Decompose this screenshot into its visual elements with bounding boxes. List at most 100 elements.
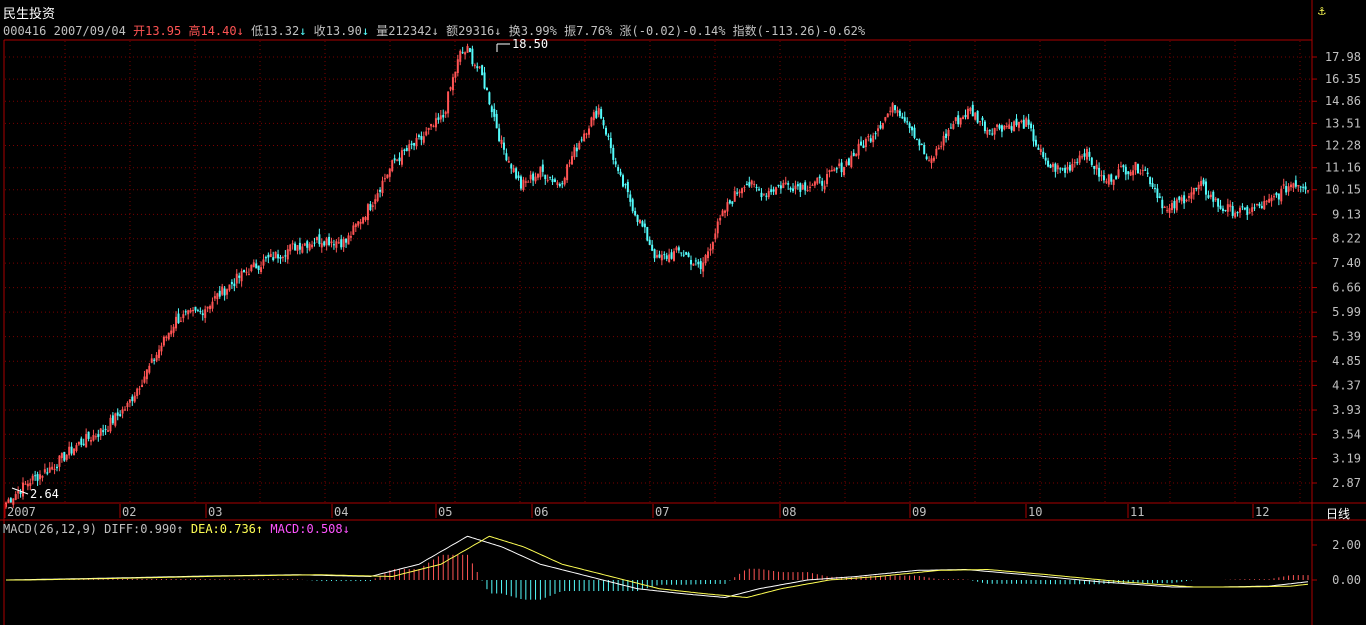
candle-body (1141, 170, 1144, 172)
candle-body (736, 192, 739, 194)
candle-body (898, 110, 901, 117)
candle-body (583, 133, 586, 142)
candle-body (561, 183, 564, 185)
month-label: 08 (782, 505, 796, 519)
candle-body (1025, 118, 1028, 127)
candle-body (1064, 167, 1067, 173)
candle-body (1049, 164, 1052, 168)
candle-body (255, 263, 258, 269)
candle-body (111, 415, 114, 424)
candle-body (962, 116, 965, 120)
candle-body (87, 431, 90, 439)
candle-body (1156, 188, 1159, 198)
candle-body (354, 224, 357, 228)
month-label: 12 (1255, 505, 1269, 519)
candle-body (1073, 162, 1076, 164)
candle-body (1039, 149, 1042, 153)
candle-body (1158, 196, 1161, 198)
candle-body (427, 127, 430, 130)
candle-body (833, 169, 836, 172)
price-tick-label: 13.51 (1325, 116, 1361, 130)
candle-body (590, 117, 593, 127)
candle-body (311, 244, 314, 248)
candle-body (704, 255, 707, 264)
candle-body (619, 171, 622, 176)
candle-body (711, 242, 714, 250)
candle-body (9, 498, 12, 503)
price-tick-label: 5.39 (1332, 330, 1361, 344)
price-tick-label: 4.85 (1332, 354, 1361, 368)
candle-body (342, 238, 345, 248)
candle-body (981, 117, 984, 121)
candle-body (12, 498, 15, 505)
macd-title: MACD(26,12,9) (3, 522, 97, 536)
candle-body (58, 455, 61, 467)
price-tick-label: 16.35 (1325, 72, 1361, 86)
candle-body (396, 159, 399, 161)
candle-body (862, 145, 865, 148)
open-label: 开 (133, 24, 146, 38)
candle-body (777, 184, 780, 186)
candle-body (976, 110, 979, 123)
candle-body (464, 52, 467, 55)
amount-value: 29316 (458, 24, 495, 38)
candle-body (959, 117, 962, 125)
candle-body (221, 286, 224, 295)
candle-body (211, 301, 214, 309)
close-value: 13.90 (325, 24, 362, 38)
candle-body (765, 195, 768, 197)
candle-body (500, 139, 503, 145)
candle-body (92, 435, 95, 441)
candle-body (587, 128, 590, 135)
period-label[interactable]: 日线 (1326, 507, 1351, 521)
candle-body (240, 271, 243, 282)
candle-body (1000, 125, 1003, 132)
candle-body (692, 263, 695, 266)
candle-body (544, 174, 547, 180)
month-label: 10 (1028, 505, 1042, 519)
candle-body (1136, 164, 1139, 174)
candle-body (758, 189, 761, 191)
candle-body (473, 64, 476, 67)
candle-body (867, 136, 870, 138)
candle-body (816, 177, 819, 184)
candle-body (230, 281, 233, 285)
candle-body (891, 103, 894, 113)
candle-body (1090, 157, 1093, 165)
quote-date: 2007/09/04 (53, 24, 126, 38)
macd-label: MACD: (270, 522, 307, 536)
candle-body (301, 246, 304, 253)
candle-body (991, 133, 994, 135)
candle-body (770, 189, 773, 192)
candle-body (918, 139, 921, 146)
candle-body (41, 475, 44, 478)
candle-body (502, 142, 505, 150)
candle-body (624, 183, 627, 186)
open-value: 13.95 (145, 24, 182, 38)
macd-axis: 2.00 0.00 (1312, 538, 1361, 587)
high-value: 14.40 (200, 24, 237, 38)
candle-body (1122, 165, 1125, 168)
candle-body (1068, 165, 1071, 171)
anchor-icon[interactable]: ⚓ (1318, 4, 1326, 19)
candle-body (1027, 119, 1030, 125)
candle-body (908, 123, 911, 129)
candle-body (694, 260, 697, 262)
candle-body (670, 252, 673, 259)
candle-body (347, 235, 350, 245)
candle-body (519, 176, 522, 189)
month-label: 11 (1130, 505, 1144, 519)
candle-body (1212, 191, 1215, 202)
candle-body (80, 438, 83, 445)
price-tick-label: 17.98 (1325, 50, 1361, 64)
amount-label: 额 (446, 24, 459, 38)
candle-body (515, 168, 518, 179)
candle-body (422, 136, 425, 143)
candle-body (1034, 139, 1037, 146)
high-label: 高 (188, 24, 201, 38)
candle-body (609, 138, 612, 149)
candle-body (274, 251, 277, 259)
candle-body (993, 128, 996, 135)
candle-body (313, 242, 316, 244)
